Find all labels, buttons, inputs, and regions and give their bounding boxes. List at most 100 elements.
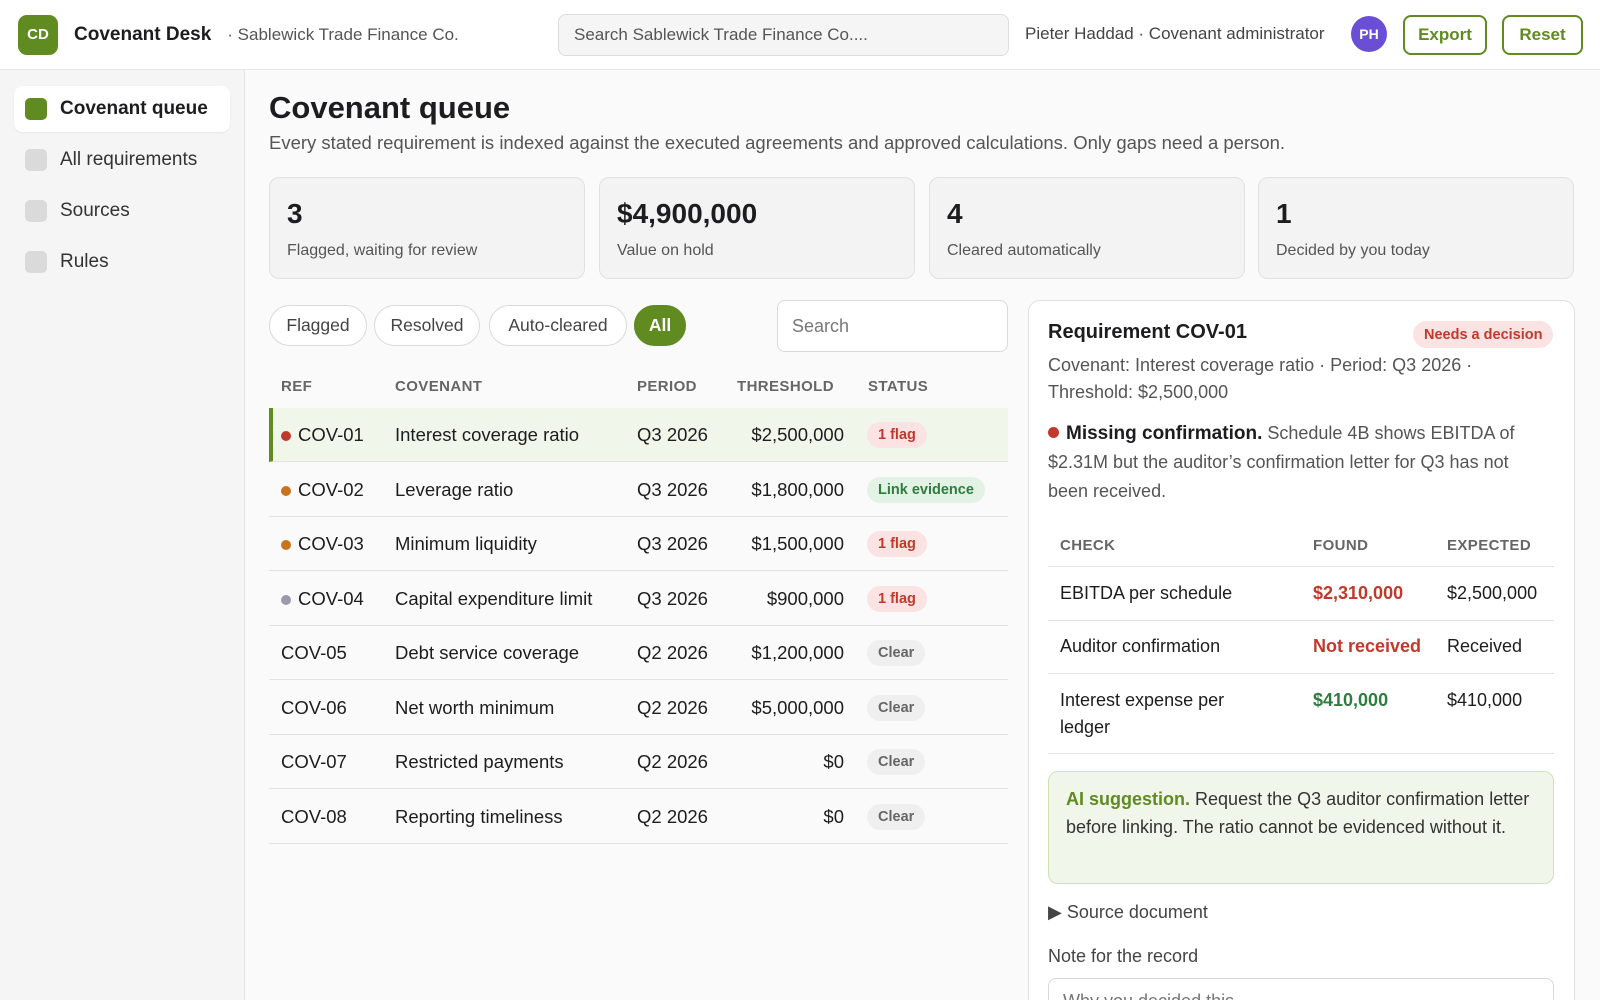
- page-subtitle: Every stated requirement is indexed agai…: [269, 132, 1286, 153]
- nav-square-icon: [25, 98, 47, 120]
- stat-card-decided: 1 Decided by you today: [1258, 177, 1574, 279]
- sidebar-item-label: All requirements: [60, 149, 198, 170]
- cell-ref: COV-05: [281, 642, 347, 663]
- issue-title: Missing confirmation.: [1066, 423, 1263, 444]
- filter-flagged[interactable]: Flagged: [269, 305, 367, 346]
- app-logo: CD: [18, 14, 58, 55]
- sidebar: Covenant queue All requirements Sources …: [0, 70, 245, 1000]
- check-expected: Received: [1447, 636, 1523, 656]
- stat-label: Cleared automatically: [947, 242, 1101, 259]
- cell-period: Q2 2026: [637, 751, 708, 772]
- cell-covenant: Interest coverage ratio: [395, 424, 580, 445]
- sidebar-item-rules[interactable]: Rules: [14, 239, 230, 285]
- status-badge: 1 flag: [867, 422, 927, 448]
- cell-threshold: $0: [823, 751, 844, 772]
- cell-period: Q3 2026: [637, 424, 708, 445]
- column-header-covenant[interactable]: COVENANT: [395, 378, 483, 395]
- top-bar: CD Covenant Desk · Sablewick Trade Finan…: [0, 0, 1600, 70]
- cell-ref: COV-04: [298, 587, 364, 609]
- status-badge: Clear: [867, 749, 926, 775]
- column-header-check: CHECK: [1060, 537, 1116, 554]
- ai-suggestion-text: Request the Q3 auditor confirmation lett…: [1066, 789, 1530, 837]
- cell-ref: COV-08: [281, 805, 347, 827]
- table-row[interactable]: COV-04 Capital expenditure limit Q3 2026 $9…: [269, 572, 1008, 626]
- source-document-toggle[interactable]: ▶ Source document: [1048, 902, 1208, 922]
- nav-square-icon: [25, 251, 47, 273]
- filter-auto-cleared[interactable]: Auto-cleared: [489, 305, 627, 346]
- table-row[interactable]: COV-05 Debt service coverage Q2 2026 $1,200…: [269, 626, 1008, 680]
- column-header-status[interactable]: STATUS: [868, 378, 929, 395]
- list-search-input[interactable]: Search: [777, 300, 1008, 352]
- ai-suggestion: AI suggestion. Request the Q3 auditor co…: [1048, 771, 1554, 884]
- sidebar-item-covenant-queue[interactable]: Covenant queue: [14, 86, 230, 132]
- table-row[interactable]: COV-02 Leverage ratio Q3 2026 $1,800,000 Lin…: [269, 463, 1008, 517]
- column-header-ref[interactable]: REF: [281, 378, 313, 395]
- check-expected: $410,000: [1447, 690, 1523, 710]
- status-dot-icon: [281, 540, 291, 550]
- cell-ref: COV-02: [298, 478, 364, 500]
- check-found: $410,000: [1313, 690, 1389, 710]
- cell-ref: COV-06: [281, 696, 347, 718]
- cell-threshold: $1,800,000: [751, 478, 844, 500]
- status-dot-icon: [281, 485, 291, 496]
- avatar[interactable]: PH: [1351, 16, 1387, 52]
- status-badge: Link evidence: [867, 476, 985, 503]
- check-expected: $2,500,000: [1447, 583, 1538, 603]
- check-name: Interest expense per ledger: [1060, 690, 1225, 737]
- stat-card-flagged: 3 Flagged, waiting for review: [269, 177, 585, 279]
- cell-ref: COV-07: [281, 751, 347, 772]
- column-header-threshold[interactable]: THRESHOLD: [737, 378, 834, 395]
- column-header-expected: EXPECTED: [1447, 537, 1532, 554]
- page-title: Covenant queue: [269, 90, 511, 125]
- status-dot-icon: [281, 594, 291, 605]
- stat-label: Value on hold: [617, 242, 714, 259]
- stat-label: Decided by you today: [1276, 242, 1430, 259]
- export-button[interactable]: Export: [1403, 15, 1487, 55]
- cell-threshold: $5,000,000: [751, 696, 844, 718]
- cell-period: Q3 2026: [637, 533, 708, 554]
- requirement-detail-panel: Requirement COV-01 Needs a decision Cove…: [1028, 300, 1575, 1000]
- check-name: EBITDA per schedule: [1060, 583, 1233, 603]
- check-row: Auditor confirmation Not received Receiv…: [1048, 621, 1554, 674]
- org-name: · Sablewick Trade Finance Co.: [227, 24, 459, 44]
- stat-value: $4,900,000: [617, 198, 758, 229]
- status-badge: Clear: [867, 640, 926, 666]
- cell-threshold: $0: [823, 805, 844, 827]
- table-row[interactable]: COV-06 Net worth minimum Q2 2026 $5,000,000…: [269, 681, 1008, 735]
- cell-threshold: $1,500,000: [751, 533, 844, 554]
- cell-threshold: $2,500,000: [751, 424, 844, 445]
- sidebar-item-label: Sources: [60, 200, 130, 221]
- table-row[interactable]: COV-08 Reporting timeliness Q2 2026 $0 Clear: [269, 790, 1008, 844]
- table-row[interactable]: COV-03 Minimum liquidity Q3 2026 $1,500,000…: [269, 517, 1008, 571]
- filter-all[interactable]: All: [634, 305, 686, 346]
- check-row: Interest expense per ledger $410,000 $41…: [1048, 674, 1554, 754]
- sidebar-item-label: Covenant queue: [60, 98, 208, 119]
- note-field[interactable]: [1048, 978, 1554, 1000]
- cell-covenant: Net worth minimum: [395, 696, 555, 718]
- table-row[interactable]: COV-01 Interest coverage ratio Q3 2026 $2,5…: [269, 408, 1008, 462]
- flag-dot-icon: [1048, 427, 1059, 438]
- column-header-found: FOUND: [1313, 537, 1369, 554]
- stat-value: 3: [287, 198, 303, 229]
- sidebar-item-all-requirements[interactable]: All requirements: [14, 137, 230, 183]
- check-row: EBITDA per schedule $2,310,000 $2,500,00…: [1048, 567, 1554, 621]
- column-header-period[interactable]: PERIOD: [637, 378, 697, 395]
- cell-ref: COV-03: [298, 533, 364, 554]
- user-label: Pieter Haddad · Covenant administrator: [1025, 24, 1325, 43]
- status-badge: Clear: [867, 694, 926, 721]
- global-search-input[interactable]: Search Sablewick Trade Finance Co....: [558, 14, 1009, 56]
- detail-meta: Covenant: Interest coverage ratio · Peri…: [1048, 355, 1473, 402]
- check-found: $2,310,000: [1313, 583, 1404, 603]
- check-name: Auditor confirmation: [1060, 636, 1221, 656]
- cell-covenant: Reporting timeliness: [395, 805, 563, 827]
- table-row[interactable]: COV-07 Restricted payments Q2 2026 $0 Clear: [269, 735, 1008, 789]
- sidebar-item-sources[interactable]: Sources: [14, 188, 230, 234]
- cell-covenant: Leverage ratio: [395, 478, 514, 500]
- issue-text: Schedule 4B shows EBITDA of $2.31M but t…: [1048, 423, 1515, 501]
- cell-covenant: Debt service coverage: [395, 642, 580, 663]
- cell-covenant: Restricted payments: [395, 751, 564, 772]
- reset-button[interactable]: Reset: [1502, 15, 1583, 55]
- status-badge: 1 flag: [867, 531, 927, 557]
- filter-resolved[interactable]: Resolved: [374, 305, 480, 346]
- issue-summary: Missing confirmation. Schedule 4B shows …: [1048, 419, 1548, 506]
